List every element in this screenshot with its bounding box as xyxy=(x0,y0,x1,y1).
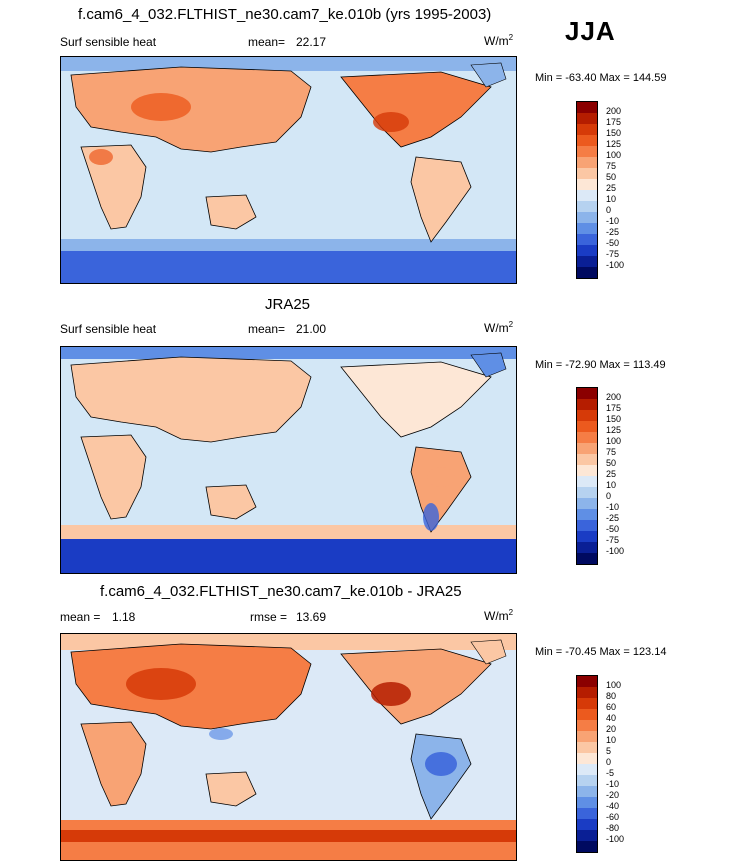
colorbar-tick: 125 xyxy=(606,425,622,435)
panel2-africa xyxy=(80,434,147,520)
colorbar-tick: -80 xyxy=(606,823,620,833)
colorbar-tick: 25 xyxy=(606,469,617,479)
colorbar-tick: -40 xyxy=(606,801,620,811)
panel2-mean-value: 21.00 xyxy=(296,322,327,336)
colorbar-tick: 75 xyxy=(606,161,617,171)
colorbar-tick: -50 xyxy=(606,238,620,248)
colorbar-tick: 10 xyxy=(606,194,617,204)
colorbar-tick: 150 xyxy=(606,128,622,138)
colorbar-tick: -75 xyxy=(606,249,620,259)
panel2-greenland xyxy=(470,352,507,378)
panel3-rmse-value: 13.69 xyxy=(296,610,327,624)
panel2-colorbar xyxy=(576,387,598,565)
panel1-australia xyxy=(205,194,257,230)
panel1-samerica xyxy=(410,156,472,243)
colorbar-tick: 0 xyxy=(606,491,612,501)
colorbar-tick: 50 xyxy=(606,172,617,182)
panel2-namerica xyxy=(340,361,492,438)
colorbar-tick: 20 xyxy=(606,724,617,734)
colorbar-tick: -100 xyxy=(606,260,625,270)
panel1-eurasia xyxy=(70,66,312,153)
colorbar-tick: 125 xyxy=(606,139,622,149)
panel2-eurasia xyxy=(70,356,312,443)
panel1-minmax: Min = -63.40 Max = 144.59 xyxy=(535,72,667,84)
panel3-africa xyxy=(80,721,147,807)
colorbar-tick: 80 xyxy=(606,691,617,701)
colorbar-tick: 0 xyxy=(606,757,612,767)
panel2-australia xyxy=(205,484,257,520)
panel2-map xyxy=(60,346,517,574)
colorbar-tick: 40 xyxy=(606,713,617,723)
colorbar-tick: -10 xyxy=(606,216,620,226)
panel2-units: W/m2 xyxy=(484,320,514,335)
panel2-variable: Surf sensible heat xyxy=(60,322,157,336)
colorbar-tick: 25 xyxy=(606,183,617,193)
colorbar-tick: -25 xyxy=(606,227,620,237)
panel1-map xyxy=(60,56,517,284)
colorbar-tick: 50 xyxy=(606,458,617,468)
colorbar-tick: 175 xyxy=(606,117,622,127)
panel3-mean-value: 1.18 xyxy=(112,610,136,624)
panel3-samerica xyxy=(410,733,472,820)
colorbar-tick: -25 xyxy=(606,513,620,523)
colorbar-tick: 175 xyxy=(606,403,622,413)
panel1-variable: Surf sensible heat xyxy=(60,35,157,49)
colorbar-tick: -75 xyxy=(606,535,620,545)
panel3-rmse-label: rmse = xyxy=(250,610,288,624)
colorbar-tick: 150 xyxy=(606,414,622,424)
colorbar-tick: 10 xyxy=(606,480,617,490)
colorbar-tick: -20 xyxy=(606,790,620,800)
colorbar-tick: -10 xyxy=(606,779,620,789)
panel3-units: W/m2 xyxy=(484,608,514,623)
panel3-namerica xyxy=(340,648,492,725)
colorbar-tick: 100 xyxy=(606,150,622,160)
panel1-namerica xyxy=(340,71,492,148)
panel1-colorbar xyxy=(576,101,598,279)
colorbar-tick: 100 xyxy=(606,680,622,690)
colorbar-tick: 100 xyxy=(606,436,622,446)
colorbar-tick: 5 xyxy=(606,746,612,756)
colorbar-tick: -5 xyxy=(606,768,615,778)
colorbar-tick: 75 xyxy=(606,447,617,457)
colorbar-tick: -10 xyxy=(606,502,620,512)
colorbar-tick: 60 xyxy=(606,702,617,712)
panel3-mean-label: mean = xyxy=(60,610,101,624)
colorbar-tick: 200 xyxy=(606,106,622,116)
panel1-title: f.cam6_4_032.FLTHIST_ne30.cam7_ke.010b (… xyxy=(78,6,492,23)
colorbar-tick: 0 xyxy=(606,205,612,215)
panel1-mean-label: mean= xyxy=(248,35,286,49)
panel2-mean-label: mean= xyxy=(248,322,286,336)
panel1-africa xyxy=(80,144,147,230)
panel3-minmax: Min = -70.45 Max = 123.14 xyxy=(535,646,667,658)
panel1-units: W/m2 xyxy=(484,33,514,48)
colorbar-tick: -60 xyxy=(606,812,620,822)
panel3-australia xyxy=(205,771,257,807)
panel3-colorbar xyxy=(576,675,598,853)
colorbar-tick: -100 xyxy=(606,834,625,844)
panel3-map xyxy=(60,633,517,861)
colorbar-tick: 200 xyxy=(606,392,622,402)
colorbar-tick: 10 xyxy=(606,735,617,745)
panel2-title: JRA25 xyxy=(265,296,311,313)
panel1-mean-value: 22.17 xyxy=(296,35,327,49)
panel2-minmax: Min = -72.90 Max = 113.49 xyxy=(535,359,666,371)
panel1-greenland xyxy=(470,62,507,88)
panel3-greenland xyxy=(470,639,507,665)
season-label: JJA xyxy=(565,16,616,46)
panel3-title: f.cam6_4_032.FLTHIST_ne30.cam7_ke.010b -… xyxy=(100,583,462,600)
colorbar-tick: -50 xyxy=(606,524,620,534)
colorbar-tick: -100 xyxy=(606,546,625,556)
